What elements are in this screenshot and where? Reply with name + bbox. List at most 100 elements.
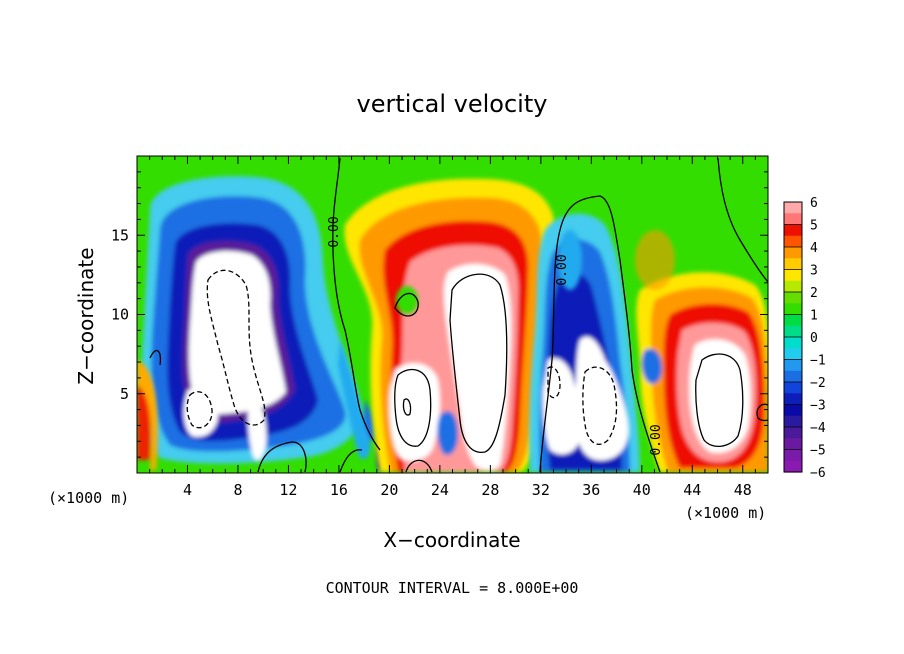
x-axis-ticks: 4 8 12 16 20 24 28 32 36 40 44 48 xyxy=(149,156,756,499)
x-tick-label: 28 xyxy=(481,481,499,499)
colorbar-swatch xyxy=(784,337,802,349)
colorbar-label: 1 xyxy=(810,309,818,324)
colorbar-swatch xyxy=(784,325,802,338)
chart-title: vertical velocity xyxy=(357,90,548,118)
colorbar-swatch xyxy=(784,393,802,406)
right-downdraft-cell xyxy=(529,213,640,472)
colorbar-swatch xyxy=(784,449,802,462)
y-axis-label: Z−coordinate xyxy=(74,247,98,384)
contour-updraft-central xyxy=(449,273,508,453)
colorbar-swatch xyxy=(784,438,802,451)
footer-contour-interval: CONTOUR INTERVAL = 8.000E+00 xyxy=(326,579,579,597)
right-downdraft-core-left xyxy=(542,358,581,455)
x-tick-label: 20 xyxy=(380,481,398,499)
x-tick-label: 16 xyxy=(330,481,348,499)
colorbar-label: −6 xyxy=(810,466,826,481)
contour-zero-bottom-xl xyxy=(405,459,433,473)
small-patches xyxy=(396,230,675,314)
x-tick-label: 8 xyxy=(233,481,242,499)
contour-label-1: 0.00 xyxy=(327,216,342,247)
colorbar-swatch xyxy=(784,213,802,226)
right-updraft-core xyxy=(689,339,751,453)
colorbar-swatch xyxy=(784,370,802,383)
colorbar-label: 0 xyxy=(810,331,818,346)
colorbar-swatch xyxy=(784,382,802,394)
contour-label-2: 0.00 xyxy=(555,254,570,285)
contour-downdraft-lower xyxy=(186,391,213,429)
colorbar-swatch xyxy=(784,247,802,259)
right-updraft-cell xyxy=(636,272,768,472)
colorbar-label: −5 xyxy=(810,444,826,459)
colorbar-swatch xyxy=(784,348,802,361)
colorbar-label: −2 xyxy=(810,376,826,391)
blue-streak-2 xyxy=(364,400,376,442)
contour-updraft-small xyxy=(402,398,412,416)
colorbar-label: 6 xyxy=(810,196,818,211)
x-tick-label: 44 xyxy=(683,481,701,499)
x-axis-label: X−coordinate xyxy=(383,528,520,552)
central-updraft-blue-notch xyxy=(437,411,458,456)
y-tick-label: 15 xyxy=(111,226,129,244)
colorbar-label: 4 xyxy=(810,241,818,256)
x-tick-label: 24 xyxy=(431,481,449,499)
contour-label-3: 0.00 xyxy=(649,424,664,455)
x-tick-label: 40 xyxy=(633,481,651,499)
contour-zero-ellipse xyxy=(394,292,419,317)
left-edge-orange xyxy=(137,360,158,470)
blue-streak-1 xyxy=(338,340,371,460)
contour-zero-left xyxy=(332,157,381,451)
colorbar-swatch xyxy=(784,415,802,428)
contour-zero-loop-left xyxy=(149,349,162,366)
contour-zero-right xyxy=(717,157,768,283)
colorbar-swatch xyxy=(784,280,802,293)
colorbar-label: 3 xyxy=(810,264,818,279)
colorbar-swatch xyxy=(784,314,802,327)
colorbar-label: −1 xyxy=(810,354,826,369)
y-axis-ticks: 5 10 15 xyxy=(111,171,768,458)
x-unit-left: (×1000 m) xyxy=(48,489,129,507)
colorbar-label: −3 xyxy=(810,399,826,414)
plot-area: 0.00 0.00 0.00 xyxy=(137,156,768,473)
x-tick-label: 12 xyxy=(279,481,297,499)
contour-downdraft-small xyxy=(547,366,561,399)
left-downdraft-lower-finger xyxy=(247,399,267,461)
contour-edge-right xyxy=(756,403,768,422)
colorbar-label: 5 xyxy=(810,219,818,234)
colorbar-swatch xyxy=(784,224,802,237)
colorbar-swatch xyxy=(784,202,802,214)
contour-zero-center xyxy=(539,195,661,473)
left-edge-band xyxy=(137,360,158,470)
colorbar-label: 2 xyxy=(810,286,818,301)
colorbar-swatch xyxy=(784,235,802,248)
contour-labels: 0.00 0.00 0.00 xyxy=(327,216,664,455)
contour-downdraft-left xyxy=(206,269,266,426)
x-tick-label: 32 xyxy=(532,481,550,499)
colorbar-swatch xyxy=(784,292,802,304)
green-patch xyxy=(396,286,418,314)
colorbar-swatch xyxy=(784,269,802,282)
contour-zero-bottommid xyxy=(339,449,363,473)
x-tick-label: 48 xyxy=(734,481,752,499)
y-tick-label: 10 xyxy=(111,306,129,324)
y-tick-label: 5 xyxy=(120,385,129,403)
left-downdraft-core xyxy=(188,250,286,415)
central-updraft-core xyxy=(444,264,512,471)
colorbar-swatch xyxy=(784,359,802,372)
colorbar-swatch xyxy=(784,258,802,271)
x-unit-right: (×1000 m) xyxy=(685,504,766,522)
contour-updraft-left xyxy=(394,368,432,447)
colorbar-swatch xyxy=(784,460,802,473)
x-tick-label: 36 xyxy=(582,481,600,499)
contour-zero-bottomleft xyxy=(257,441,307,473)
orange-patch xyxy=(635,230,675,290)
colorbar-swatch xyxy=(784,427,802,439)
blue-patch-upper xyxy=(558,230,582,290)
x-tick-label: 4 xyxy=(183,481,192,499)
contour-updraft-right xyxy=(695,353,744,447)
contour-lines xyxy=(149,157,768,473)
right-updraft-blue-patch xyxy=(641,348,663,384)
colorbar-swatch xyxy=(784,404,802,417)
colorbar: 6 5 4 3 2 1 0 −1 −2 −3 −4 −5 −6 xyxy=(783,196,826,481)
right-downdraft-core-right xyxy=(575,336,629,461)
